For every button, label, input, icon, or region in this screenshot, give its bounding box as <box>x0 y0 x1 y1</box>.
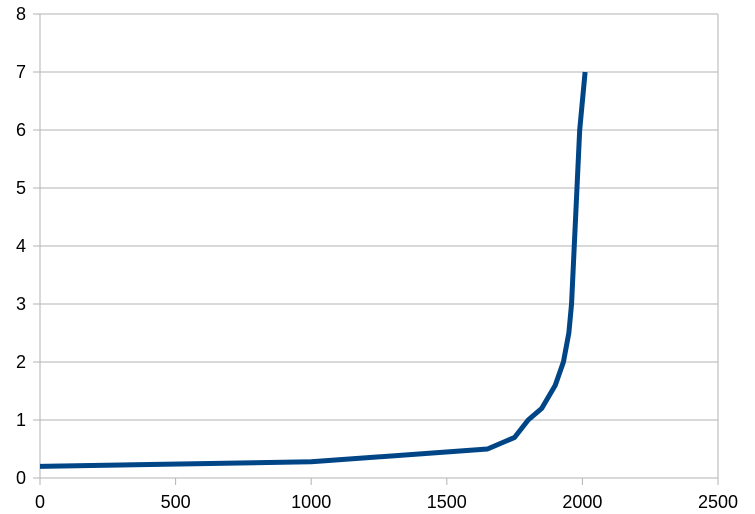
x-tick-label: 1500 <box>427 492 467 512</box>
x-tick-label: 2000 <box>562 492 602 512</box>
y-tick-label: 2 <box>16 352 26 372</box>
y-tick-label: 7 <box>16 62 26 82</box>
y-tick-labels: 0 1 2 3 4 5 6 7 8 <box>16 4 26 488</box>
series-line-0 <box>39 71 588 469</box>
y-tick-label: 8 <box>16 4 26 24</box>
x-tick-labels: 0 500 1000 1500 2000 2500 <box>35 492 738 512</box>
gridlines <box>40 13 718 479</box>
x-tick-label: 2500 <box>698 492 738 512</box>
y-tick-label: 5 <box>16 178 26 198</box>
x-tick-label: 500 <box>161 492 191 512</box>
series-group <box>39 71 588 469</box>
y-tick-label: 4 <box>16 236 26 256</box>
x-tick-label: 0 <box>35 492 45 512</box>
y-tick-label: 6 <box>16 120 26 140</box>
x-tick-label: 1000 <box>291 492 331 512</box>
y-tick-label: 3 <box>16 294 26 314</box>
y-tick-label: 1 <box>16 410 26 430</box>
y-tick-label: 0 <box>16 468 26 488</box>
axes <box>33 13 719 485</box>
